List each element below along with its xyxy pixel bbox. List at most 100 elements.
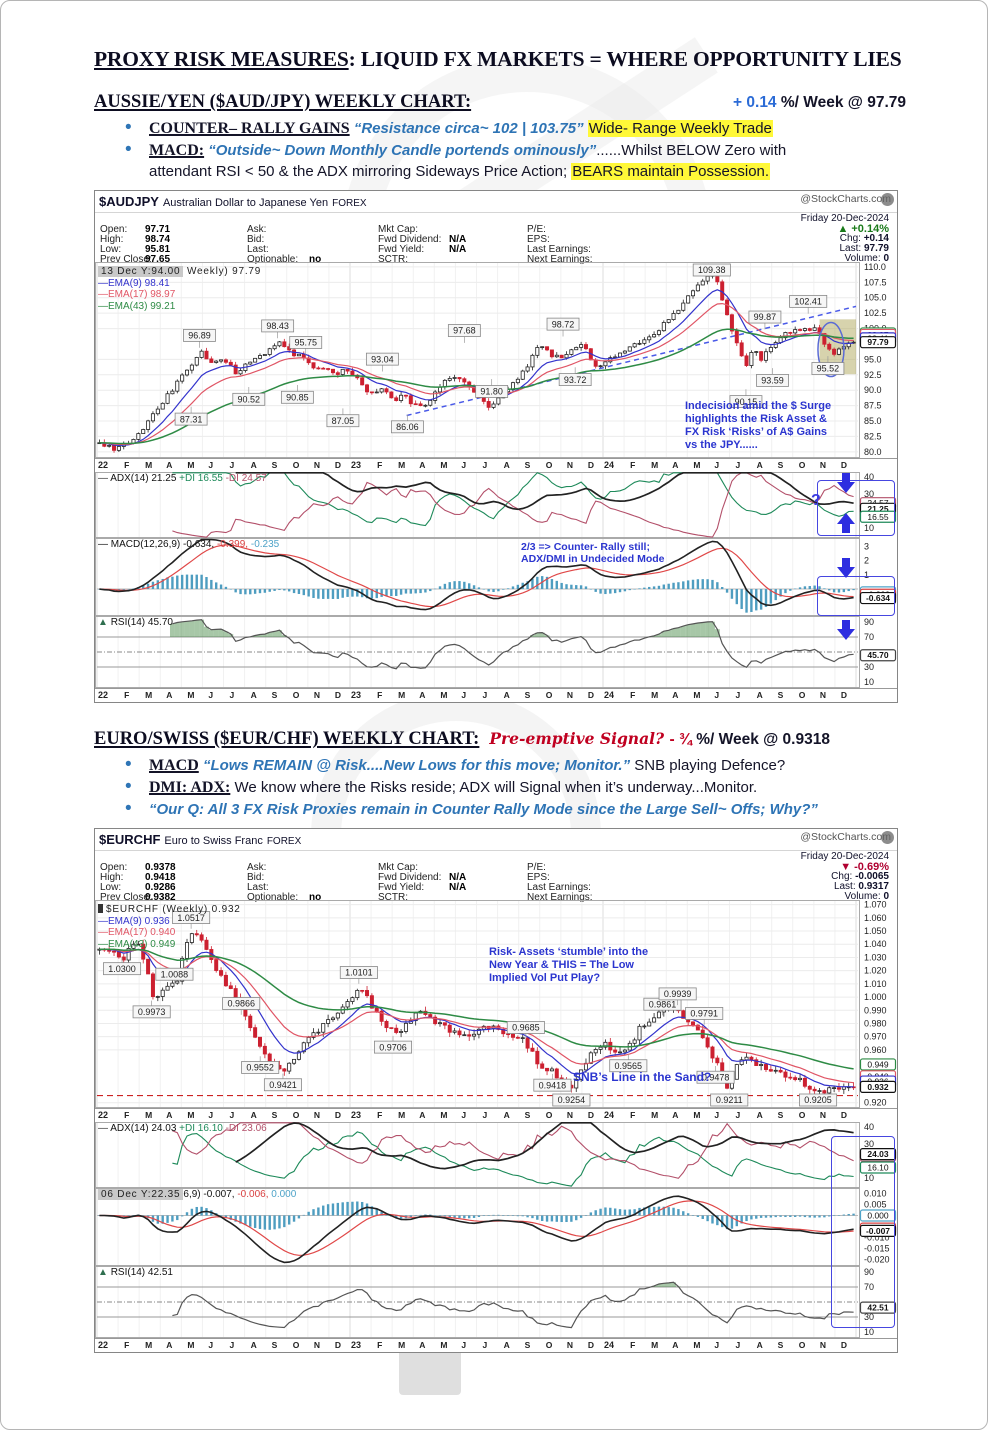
info-label: P/E: bbox=[527, 862, 546, 873]
svg-text:1.0101: 1.0101 bbox=[345, 968, 373, 978]
ema-legend-entry: —EMA(9) 98.41 bbox=[98, 277, 170, 289]
ema-legend-entry: —EMA(43) 0.949 bbox=[98, 938, 176, 950]
indicator-legend: — MACD(12,26,9) -0.634, -0.399, -0.235 bbox=[98, 539, 280, 550]
page-title: PROXY RISK MEASURES: LIQUID FX MARKETS =… bbox=[94, 47, 987, 72]
svg-text:10: 10 bbox=[864, 1327, 874, 1337]
svg-text:1.000: 1.000 bbox=[864, 992, 887, 1002]
price-annotation: 0.9791 bbox=[685, 1007, 724, 1020]
info-value: 95.81 bbox=[145, 244, 171, 255]
page-curl-icon bbox=[881, 831, 894, 844]
price-annotation: 99.87 bbox=[748, 310, 782, 324]
svg-text:95.0: 95.0 bbox=[864, 354, 882, 364]
quote-info-panel: Open: 97.71 High: 98.74 Low: 95.81 Prev Close:… bbox=[95, 213, 897, 266]
svg-text:96.89: 96.89 bbox=[188, 331, 211, 341]
svg-text:0.9706: 0.9706 bbox=[379, 1042, 407, 1052]
highlight-rect bbox=[831, 1136, 895, 1328]
svg-text:21.25: 21.25 bbox=[867, 504, 889, 514]
svg-text:10: 10 bbox=[864, 1173, 874, 1183]
svg-text:1.0300: 1.0300 bbox=[108, 964, 136, 974]
info-label: Last: bbox=[247, 882, 269, 893]
svg-text:102.5: 102.5 bbox=[864, 308, 887, 318]
price-annotation: 98.43 bbox=[261, 319, 295, 333]
svg-text:-0.634: -0.634 bbox=[866, 593, 890, 603]
svg-text:10: 10 bbox=[864, 677, 874, 687]
info-label: Mkt Cap: bbox=[378, 224, 419, 235]
eurchf-section-heading: EURO/SWISS ($EUR/CHF) WEEKLY CHART: Pre-… bbox=[94, 729, 906, 750]
info-value: N/A bbox=[449, 872, 467, 883]
info-label: Fwd Dividend: bbox=[378, 872, 442, 883]
page-curl-icon bbox=[881, 193, 894, 206]
audjpy-bullet-list: COUNTER– RALLY GAINS “Resistance circa~ … bbox=[113, 117, 913, 182]
info-label: Prev Close: bbox=[100, 254, 152, 265]
indicator-legend: 06 Dec Y:22.35 6,9) -0.007, -0.006, 0.000 bbox=[98, 1189, 296, 1200]
info-label: High: bbox=[100, 234, 124, 245]
svg-text:70: 70 bbox=[864, 632, 874, 642]
price-annotation: 93.04 bbox=[365, 352, 399, 366]
ema-legend-entry: —EMA(17) 0.940 bbox=[98, 927, 176, 938]
price-annotation: 1.0088 bbox=[155, 967, 194, 981]
svg-text:87.05: 87.05 bbox=[332, 416, 355, 426]
info-label: Fwd Yield: bbox=[378, 882, 425, 893]
price-annotation: 1.0300 bbox=[103, 962, 142, 976]
chart-symbol: $EURCHF bbox=[99, 832, 161, 847]
svg-text:30: 30 bbox=[864, 662, 874, 672]
svg-text:102.41: 102.41 bbox=[794, 297, 822, 307]
eurchf-chart-frame: $EURCHF Euro to Swiss Franc FOREX @StockCha… bbox=[94, 828, 898, 1353]
svg-text:16.10: 16.10 bbox=[867, 1163, 889, 1173]
info-label: Ask: bbox=[247, 224, 267, 235]
price-annotation: 0.9939 bbox=[658, 987, 697, 1001]
svg-text:24.03: 24.03 bbox=[867, 1149, 889, 1159]
indicator-legend: ▲ RSI(14) 45.70 bbox=[98, 617, 173, 628]
down-arrow-icon bbox=[837, 558, 855, 578]
info-value: 0.9418 bbox=[145, 872, 176, 883]
quote-change-block: Friday 20-Dec-2024 ▼ -0.69% Chg: -0.0065 La… bbox=[801, 852, 889, 902]
info-label: P/E: bbox=[527, 224, 546, 235]
audjpy-section-heading: AUSSIE/YEN ($AUD/JPY) WEEKLY CHART: + 0.… bbox=[94, 92, 906, 113]
price-annotation: 1.0101 bbox=[339, 966, 378, 979]
svg-text:1.010: 1.010 bbox=[864, 979, 887, 989]
svg-text:0.9478: 0.9478 bbox=[702, 1072, 730, 1082]
info-label: Fwd Dividend: bbox=[378, 234, 442, 245]
info-value: 97.65 bbox=[145, 254, 171, 265]
svg-text:1.070: 1.070 bbox=[864, 900, 887, 910]
price-annotation: 0.9706 bbox=[374, 1040, 413, 1054]
svg-text:87.31: 87.31 bbox=[180, 414, 203, 424]
price-annotation: 0.9418 bbox=[533, 1078, 572, 1092]
indicator-legend: — ADX(14) 21.25 +DI 16.55 -DI 24.57 bbox=[98, 473, 267, 484]
chart-symbol: $AUDJPY bbox=[99, 194, 159, 209]
info-value: 0.9378 bbox=[145, 862, 176, 873]
svg-text:0.9211: 0.9211 bbox=[716, 1095, 743, 1105]
svg-text:-0.015: -0.015 bbox=[864, 1243, 890, 1253]
time-axis: 22 F M A M J J A S O N D 23 F M A M J J A S O N D 24 F M A M J J A S O N D bbox=[95, 1108, 897, 1122]
svg-text:97.79: 97.79 bbox=[867, 337, 889, 347]
rsi-panel: 90 70 30 10 45.70 ▲ RSI(14) 45.70 bbox=[95, 616, 897, 688]
price-annotation: 0.9211 bbox=[710, 1093, 749, 1107]
svg-text:0.960: 0.960 bbox=[864, 1045, 887, 1055]
svg-text:0.920: 0.920 bbox=[864, 1098, 887, 1108]
legend-line: $EURCHF (Weekly) 0.932 bbox=[98, 902, 241, 916]
svg-text:91.80: 91.80 bbox=[480, 387, 503, 397]
price-annotation: 93.72 bbox=[558, 373, 592, 386]
bullet-item: COUNTER– RALLY GAINS “Resistance circa~ … bbox=[113, 117, 913, 139]
info-value: N/A bbox=[449, 244, 467, 255]
quote-change-block: Friday 20-Dec-2024 ▲ +0.14% Chg: +0.14 Last… bbox=[801, 214, 889, 264]
price-annotation: 109.38 bbox=[692, 263, 731, 277]
svg-text:0.970: 0.970 bbox=[864, 1032, 887, 1042]
svg-text:1.030: 1.030 bbox=[864, 952, 887, 962]
quote-stat: Volume: 0 bbox=[844, 891, 889, 902]
info-label: Bid: bbox=[247, 872, 265, 883]
price-annotation: 90.85 bbox=[280, 390, 314, 404]
legend-symbol-text: Weekly) 97.79 bbox=[183, 266, 262, 277]
info-label: Open: bbox=[100, 862, 128, 873]
svg-text:90.15: 90.15 bbox=[735, 397, 758, 407]
svg-text:90: 90 bbox=[864, 1267, 874, 1277]
audjpy-week-change: + 0.14 %/ Week @ 97.79 bbox=[733, 94, 906, 111]
svg-text:1.040: 1.040 bbox=[864, 939, 887, 949]
chart-exchange: FOREX bbox=[266, 836, 302, 847]
price-annotation: 0.9478 bbox=[696, 1070, 735, 1084]
audjpy-chart-frame: $AUDJPY Australian Dollar to Japanese Yen… bbox=[94, 190, 898, 703]
rsi-panel: 90 70 30 10 42.51 ▲ RSI(14) 42.51 bbox=[95, 1266, 897, 1338]
svg-text:42.51: 42.51 bbox=[867, 1303, 889, 1313]
svg-text:85.0: 85.0 bbox=[864, 416, 882, 426]
svg-text:1.0517: 1.0517 bbox=[177, 913, 205, 923]
